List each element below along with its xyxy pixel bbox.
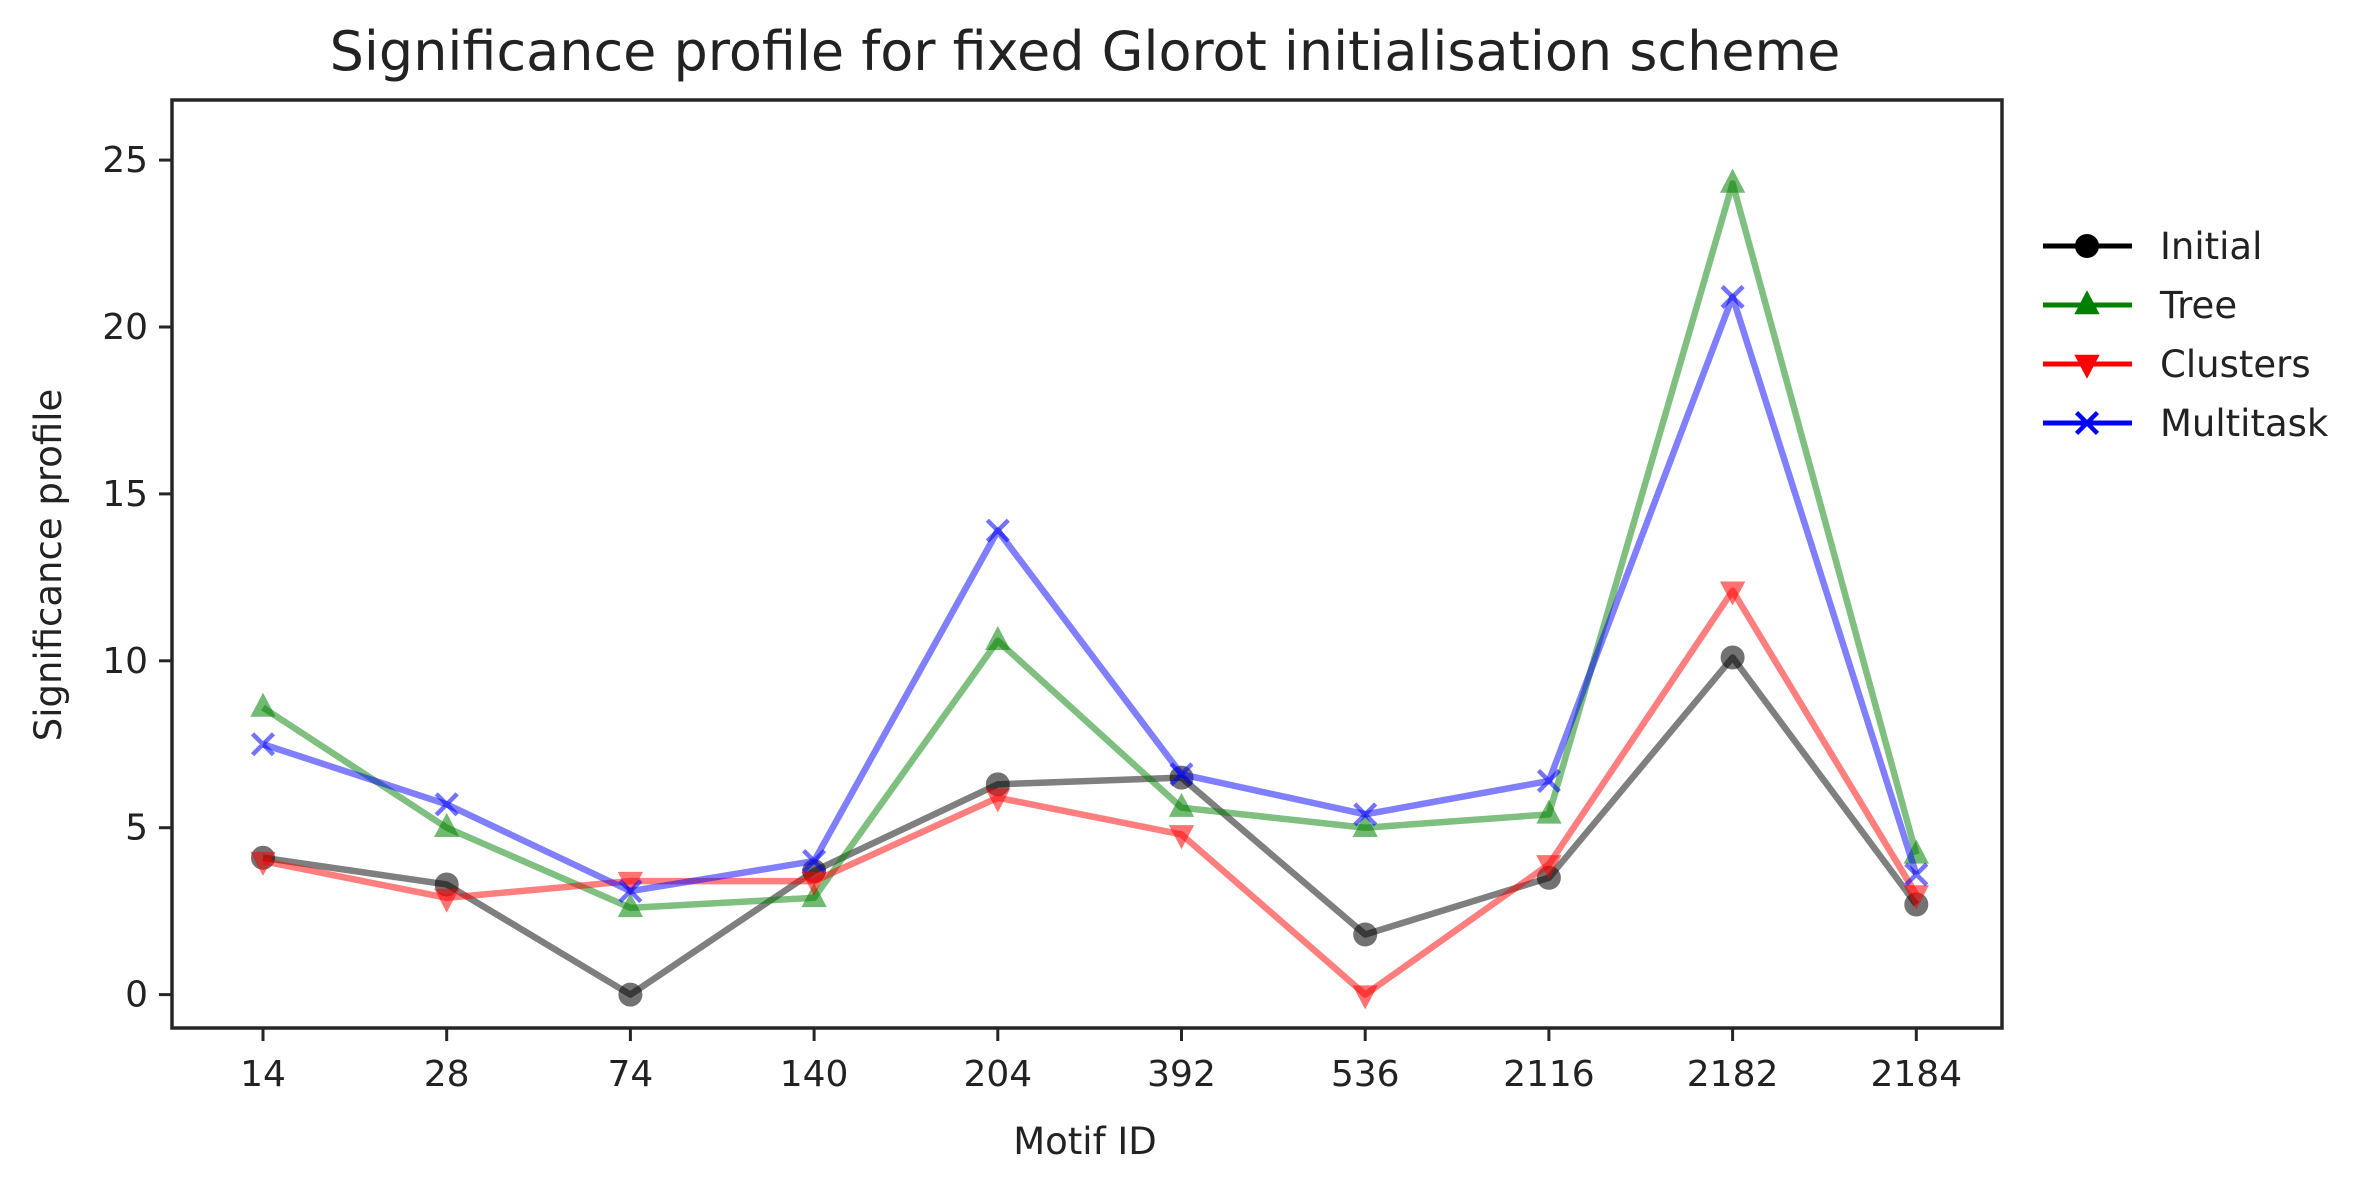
series-line-clusters [262,587,1920,998]
legend-label: Tree [2159,284,2237,327]
data-point-clusters [1536,855,1562,880]
y-axis: 0 5 10 15 20 25 [102,140,172,1016]
series-line-initial [262,654,1919,998]
x-tick-label: 140 [780,1054,849,1095]
legend-item-initial: Initial [2043,225,2262,268]
series-clusters [250,581,1929,1010]
y-tick-label: 0 [125,975,148,1016]
legend-item-clusters: Clusters [2043,343,2311,386]
plot-area [250,168,1929,1010]
data-point-multitask [434,792,459,817]
legend-marker-initial [2075,234,2099,258]
x-tick-label: 392 [1147,1054,1216,1095]
legend-marker-clusters [2074,354,2100,379]
data-point-multitask [1353,802,1378,827]
data-point-clusters [434,888,460,913]
data-point-tree [985,625,1011,651]
x-axis: 14 28 74 140 204 392 536 2116 2182 2184 [240,1028,1962,1095]
data-point-initial [618,982,643,1007]
y-tick-label: 20 [102,307,148,348]
series-initial [251,645,1929,1007]
data-point-clusters [801,871,827,896]
series-tree [250,168,1929,918]
x-tick-label: 2182 [1687,1054,1779,1095]
data-point-multitask [618,879,643,904]
data-point-clusters [250,851,276,876]
data-point-clusters [1903,885,1929,910]
data-point-tree [250,692,276,717]
x-tick-label: 536 [1331,1054,1400,1095]
legend-label: Clusters [2160,343,2311,386]
x-tick-label: 14 [240,1054,286,1095]
data-point-clusters [1719,581,1746,606]
legend-label: Multitask [2160,402,2329,445]
x-tick-label: 28 [424,1054,470,1095]
data-point-multitask [250,732,276,757]
data-point-tree [1719,168,1746,193]
data-point-tree [434,812,460,837]
y-tick-label: 15 [102,474,148,515]
data-point-initial [1353,922,1378,947]
series-multitask [250,284,1929,904]
y-tick-label: 25 [102,140,148,181]
series-line-tree [261,180,1920,912]
data-point-tree [1536,799,1562,824]
x-tick-label: 74 [607,1054,653,1095]
legend-marker-multitask [2074,410,2100,436]
legend-marker-tree [2074,290,2100,315]
y-tick-label: 5 [125,808,148,849]
legend-label: Initial [2160,225,2262,268]
y-axis-label: Significance profile [27,389,70,742]
data-point-multitask [802,849,827,874]
series-line-multitask [261,293,1920,895]
data-point-multitask [1904,862,1929,887]
x-tick-label: 2116 [1503,1054,1595,1095]
data-point-tree [1352,812,1378,837]
data-point-tree [617,893,644,918]
data-point-clusters [1352,985,1378,1010]
data-point-multitask [1536,768,1561,794]
data-point-initial [1720,645,1745,670]
x-tick-label: 204 [963,1054,1032,1095]
plot-frame [170,98,2004,1030]
data-point-multitask [1169,762,1194,787]
y-tick-label: 10 [102,641,148,682]
data-point-multitask [1720,284,1745,309]
data-point-clusters [1168,825,1195,850]
x-axis-label: Motif ID [1013,1120,1157,1163]
chart-title: Significance profile for fixed Glorot in… [330,20,1841,83]
x-tick-label: 2184 [1870,1054,1962,1095]
data-point-multitask [985,518,1010,543]
legend-item-tree: Tree [2043,284,2237,327]
legend: Initial Tree Clusters Multitask [2043,225,2329,445]
legend-item-multitask: Multitask [2043,402,2329,445]
data-point-tree [1168,792,1195,817]
data-point-clusters [985,788,1011,813]
